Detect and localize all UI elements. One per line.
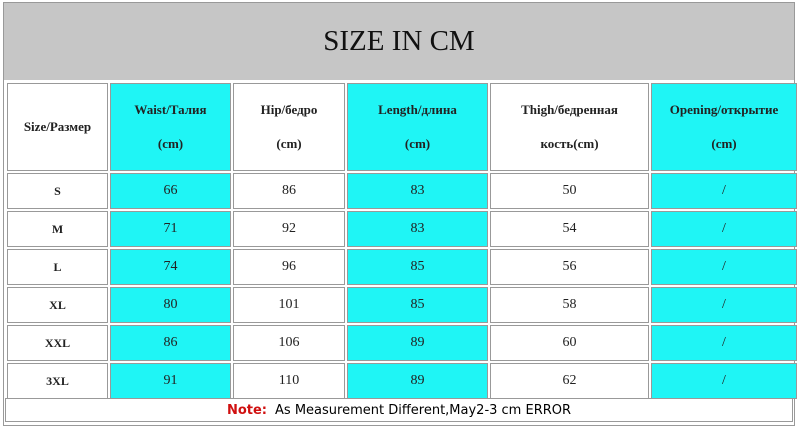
cell: 92	[233, 211, 345, 247]
header-text: Size/Размер	[23, 119, 92, 134]
size-table: Size/Размер Waist/Талия (cm) Hip/бедро (cm) L…	[5, 81, 799, 401]
cell: 58	[490, 287, 649, 323]
cell: XL	[7, 287, 108, 323]
header-text: Length/длина	[378, 102, 457, 117]
cell: 3XL	[7, 363, 108, 399]
cell: 54	[490, 211, 649, 247]
cell: 85	[347, 249, 488, 285]
note-label: Note:	[226, 402, 268, 418]
header-cell: Hip/бедро (cm)	[233, 83, 345, 171]
header-cell: Opening/открытие (cm)	[651, 83, 797, 171]
title: SIZE IN CM	[4, 3, 794, 80]
cell: 110	[233, 363, 345, 399]
header-text: кость(cm)	[540, 136, 599, 151]
data-row: XXL 86 106 89 60/	[7, 325, 797, 361]
data-row: 3XL 91 110 89 62/	[7, 363, 797, 399]
cell: 56	[490, 249, 649, 285]
cell: XXL	[7, 325, 108, 361]
cell: /	[651, 325, 797, 361]
cell: S	[7, 173, 108, 209]
cell: L	[7, 249, 108, 285]
data-row: XL 80 101 85 58/	[7, 287, 797, 323]
cell: 66	[110, 173, 231, 209]
header-cell: Length/длина (cm)	[347, 83, 488, 171]
cell: 83	[347, 211, 488, 247]
cell: 89	[347, 325, 488, 361]
cell: 86	[233, 173, 345, 209]
cell: 83	[347, 173, 488, 209]
note-text: As Measurement Different,May2-3 cm ERROR	[275, 402, 572, 418]
cell: /	[651, 173, 797, 209]
header-text: (cm)	[404, 136, 431, 151]
cell: 106	[233, 325, 345, 361]
note: Note: As Measurement Different,May2-3 cm…	[5, 398, 793, 422]
cell: 71	[110, 211, 231, 247]
cell: 74	[110, 249, 231, 285]
cell: /	[651, 249, 797, 285]
data-row: L 74 96 85 56/	[7, 249, 797, 285]
cell: 86	[110, 325, 231, 361]
header-text: (cm)	[276, 136, 302, 151]
header-text: (cm)	[157, 136, 184, 151]
cell: /	[651, 287, 797, 323]
cell: 89	[347, 363, 488, 399]
cell: 60	[490, 325, 649, 361]
header-text: Opening/открытие	[669, 102, 779, 117]
cell: 101	[233, 287, 345, 323]
cell: 96	[233, 249, 345, 285]
header-text: Waist/Талия	[134, 102, 207, 117]
header-cell: Waist/Талия (cm)	[110, 83, 231, 171]
header-cell: Size/Размер	[7, 83, 108, 171]
cell: 85	[347, 287, 488, 323]
data-row: S 66 86 83 50/	[7, 173, 797, 209]
cell: 50	[490, 173, 649, 209]
cell: 91	[110, 363, 231, 399]
cell: M	[7, 211, 108, 247]
header-text: (cm)	[711, 136, 737, 151]
cell: 62	[490, 363, 649, 399]
header-row: Size/Размер Waist/Талия (cm) Hip/бедро (cm) L…	[7, 83, 797, 171]
header-text: Hip/бедро	[260, 102, 318, 117]
cell: /	[651, 211, 797, 247]
header-text: Thigh/бедренная	[521, 102, 618, 117]
data-row: M 71 92 83 54/	[7, 211, 797, 247]
header-cell: Thigh/бедренная кость(cm)	[490, 83, 649, 171]
cell: 80	[110, 287, 231, 323]
cell: /	[651, 363, 797, 399]
